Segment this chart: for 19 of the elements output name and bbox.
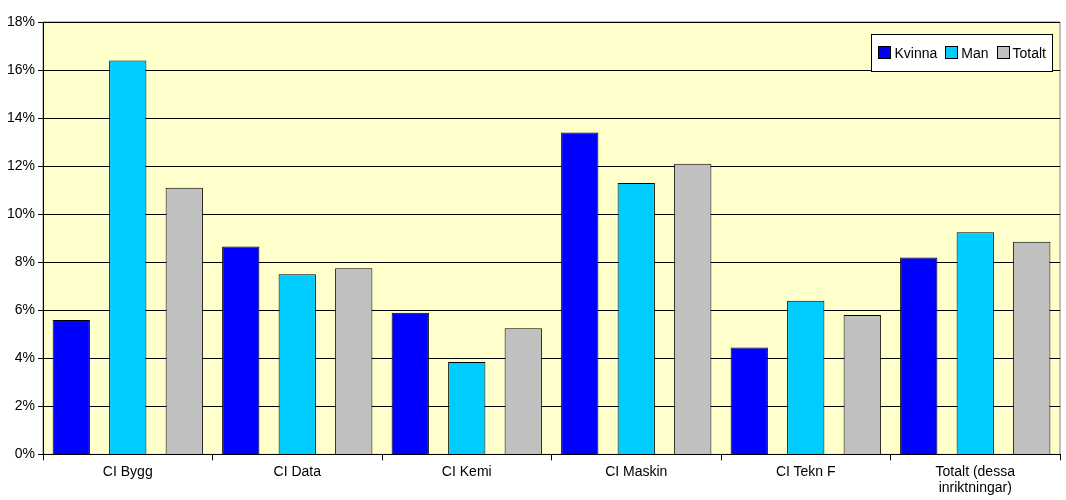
y-tick-label: 6%	[14, 301, 36, 318]
x-tick-label: CI Tekn F	[775, 462, 836, 479]
x-tick-label: Totalt (dessa inriktningar)	[935, 462, 1016, 496]
y-tick-label: 2%	[14, 397, 36, 414]
y-tick-label: 0%	[14, 445, 36, 462]
y-tick-label: 4%	[14, 349, 36, 366]
legend-label: Man	[960, 45, 989, 61]
legend-label: Totalt	[1011, 45, 1046, 61]
y-tick-label: 18%	[6, 12, 36, 29]
x-tick-label: CI Data	[273, 462, 322, 479]
x-tick-label: CI Kemi	[441, 462, 492, 479]
legend-label: Kvinna	[893, 45, 938, 61]
y-tick-label: 8%	[14, 253, 36, 270]
y-tick-label: 16%	[6, 60, 36, 77]
x-tick-label: CI Bygg	[102, 462, 153, 479]
y-tick-label: 10%	[6, 205, 36, 222]
y-tick-label: 12%	[6, 156, 36, 173]
y-tick-label: 14%	[6, 108, 36, 125]
x-tick-label: CI Maskin	[605, 462, 668, 479]
